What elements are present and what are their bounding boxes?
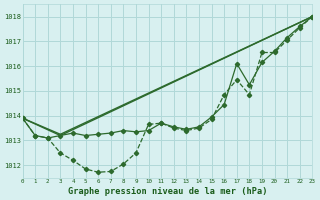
X-axis label: Graphe pression niveau de la mer (hPa): Graphe pression niveau de la mer (hPa) xyxy=(68,187,267,196)
